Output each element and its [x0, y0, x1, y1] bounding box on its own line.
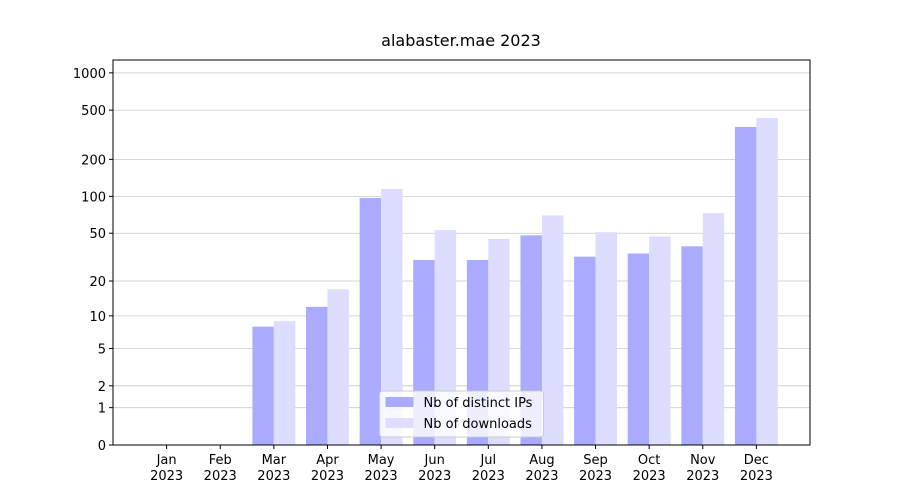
legend-swatch: [385, 418, 414, 428]
bar: [627, 253, 650, 445]
bar: [734, 126, 757, 445]
legend-label: Nb of downloads: [424, 417, 533, 432]
y-tick-label: 0: [98, 439, 106, 454]
x-tick-label: May 2023: [364, 453, 398, 484]
legend-box: [379, 390, 544, 438]
bar: [681, 246, 703, 445]
bar: [702, 213, 725, 445]
bar: [306, 306, 328, 445]
y-tick-label: 1: [98, 402, 106, 417]
bar: [381, 188, 403, 445]
x-tick-label: Mar 2023: [257, 453, 291, 484]
plot-frame: [112, 59, 811, 446]
bar: [252, 326, 274, 445]
bar: [273, 320, 296, 445]
x-tick-label: Sep 2023: [578, 453, 613, 484]
x-tick-label: Jan 2023: [150, 453, 184, 484]
y-tick-label: 10: [89, 310, 106, 325]
y-tick-label: 50: [89, 227, 106, 242]
x-tick-label: Jun 2023: [418, 453, 452, 484]
y-tick-label: 100: [81, 190, 106, 205]
x-tick-label: Apr 2023: [310, 453, 344, 484]
bar: [574, 256, 596, 445]
x-tick-label: Jul 2023: [471, 453, 505, 484]
bar: [327, 289, 349, 445]
x-tick-label: Dec 2023: [739, 453, 773, 484]
bar: [649, 236, 671, 445]
x-tick-label: Aug 2023: [525, 453, 559, 484]
chart-title: alabaster.mae 2023: [381, 31, 541, 50]
x-tick-label: Nov 2023: [686, 453, 720, 484]
x-tick-label: Feb 2023: [203, 453, 237, 484]
bar: [756, 118, 778, 445]
x-tick-label: Oct 2023: [632, 453, 666, 484]
y-tick-label: 200: [81, 153, 106, 168]
y-tick-label: 500: [81, 104, 106, 119]
bar: [595, 232, 617, 445]
legend-label: Nb of distinct IPs: [424, 396, 533, 411]
y-tick-label: 2: [98, 380, 106, 395]
legend-swatch: [385, 397, 414, 407]
legend: Nb of distinct IPs Nb of downloads: [379, 390, 544, 438]
bar: [359, 198, 382, 445]
bar: [541, 215, 564, 445]
y-tick-label: 20: [89, 275, 106, 290]
y-tick-label: 5: [98, 342, 106, 357]
y-tick-label: 1000: [73, 67, 106, 82]
